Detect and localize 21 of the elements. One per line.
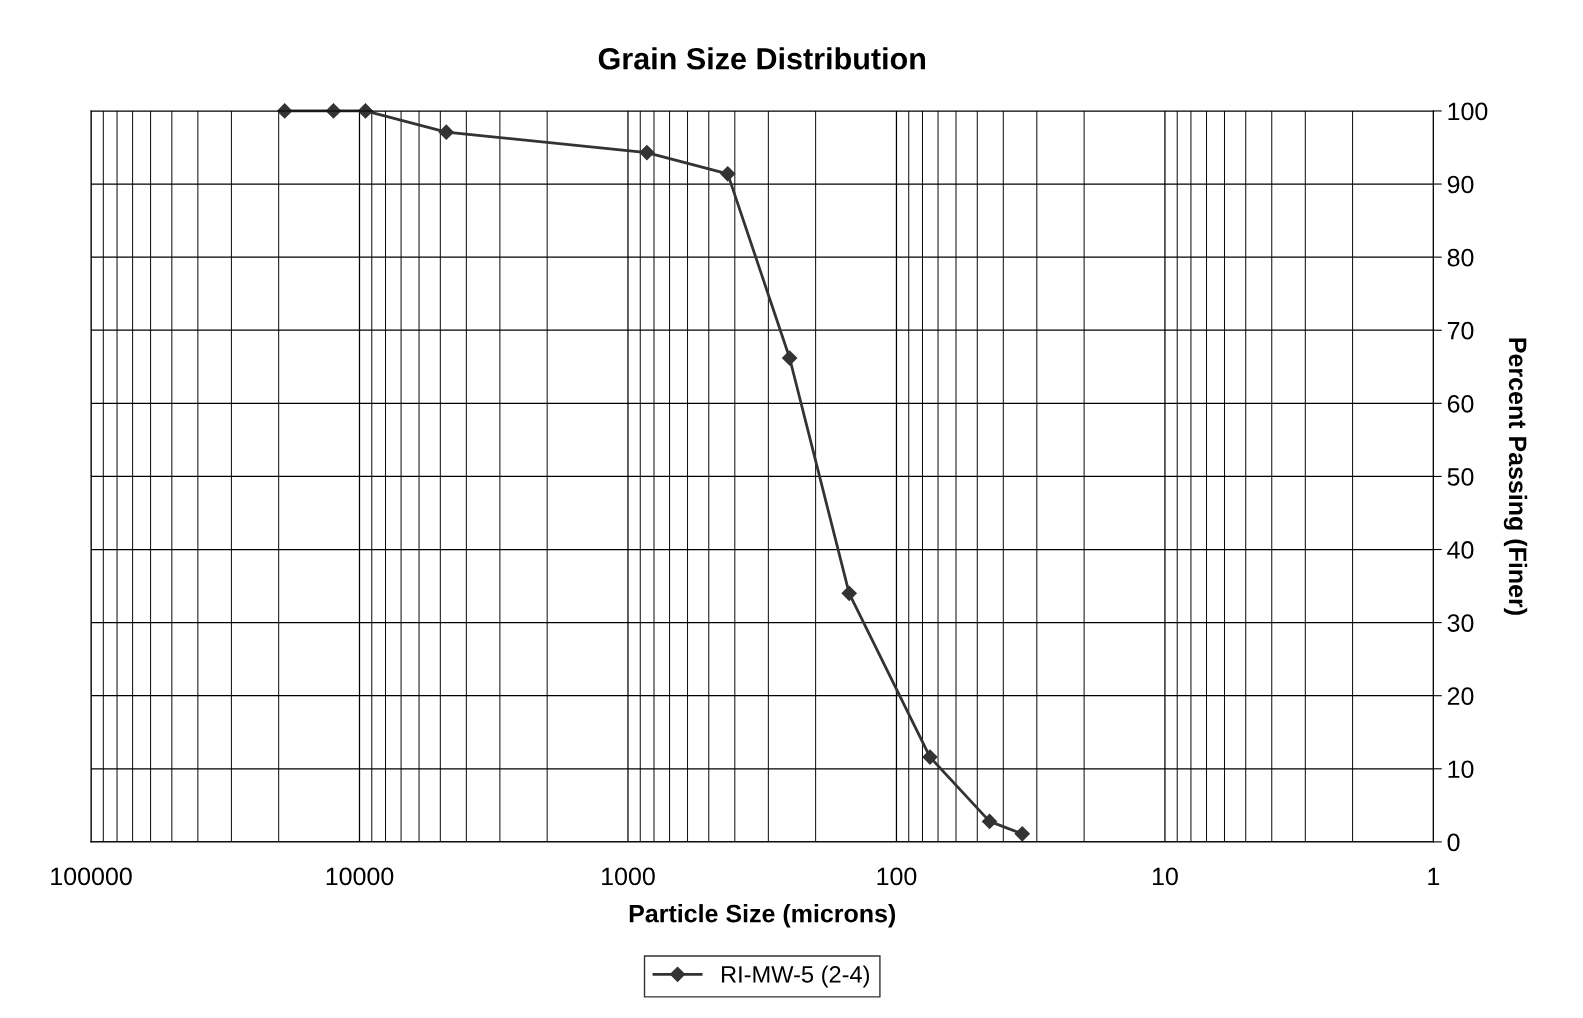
y-tick-label: 100 [1448, 102, 1488, 121]
legend-label: RI-MW-5 (2-4) [722, 965, 870, 988]
chart-title: Grain Size Distribution [598, 47, 926, 70]
x-tick-label: 1 [1428, 867, 1440, 885]
y-tick-label: 10 [1448, 760, 1474, 779]
x-tick-label: 100000 [51, 867, 132, 886]
y-tick-label: 90 [1447, 175, 1474, 194]
x-tick-label: 10 [1152, 867, 1178, 886]
y-tick-label: 30 [1447, 614, 1474, 632]
y-tick-label: 50 [1447, 468, 1474, 486]
y-axis-title: Percent Passing (Finer) [1503, 338, 1528, 615]
x-axis-title: Particle Size (microns) [629, 904, 896, 928]
y-tick-label: 20 [1447, 687, 1474, 706]
y-tick-label: 60 [1447, 394, 1474, 413]
y-tick-label: 70 [1447, 321, 1474, 340]
x-tick-label: 10000 [326, 867, 394, 886]
y-tick-label: 0 [1447, 833, 1460, 852]
x-tick-label: 1000 [602, 867, 655, 886]
x-tick-label: 100 [877, 867, 917, 886]
y-tick-label: 80 [1447, 248, 1474, 267]
y-tick-label: 40 [1447, 541, 1474, 559]
